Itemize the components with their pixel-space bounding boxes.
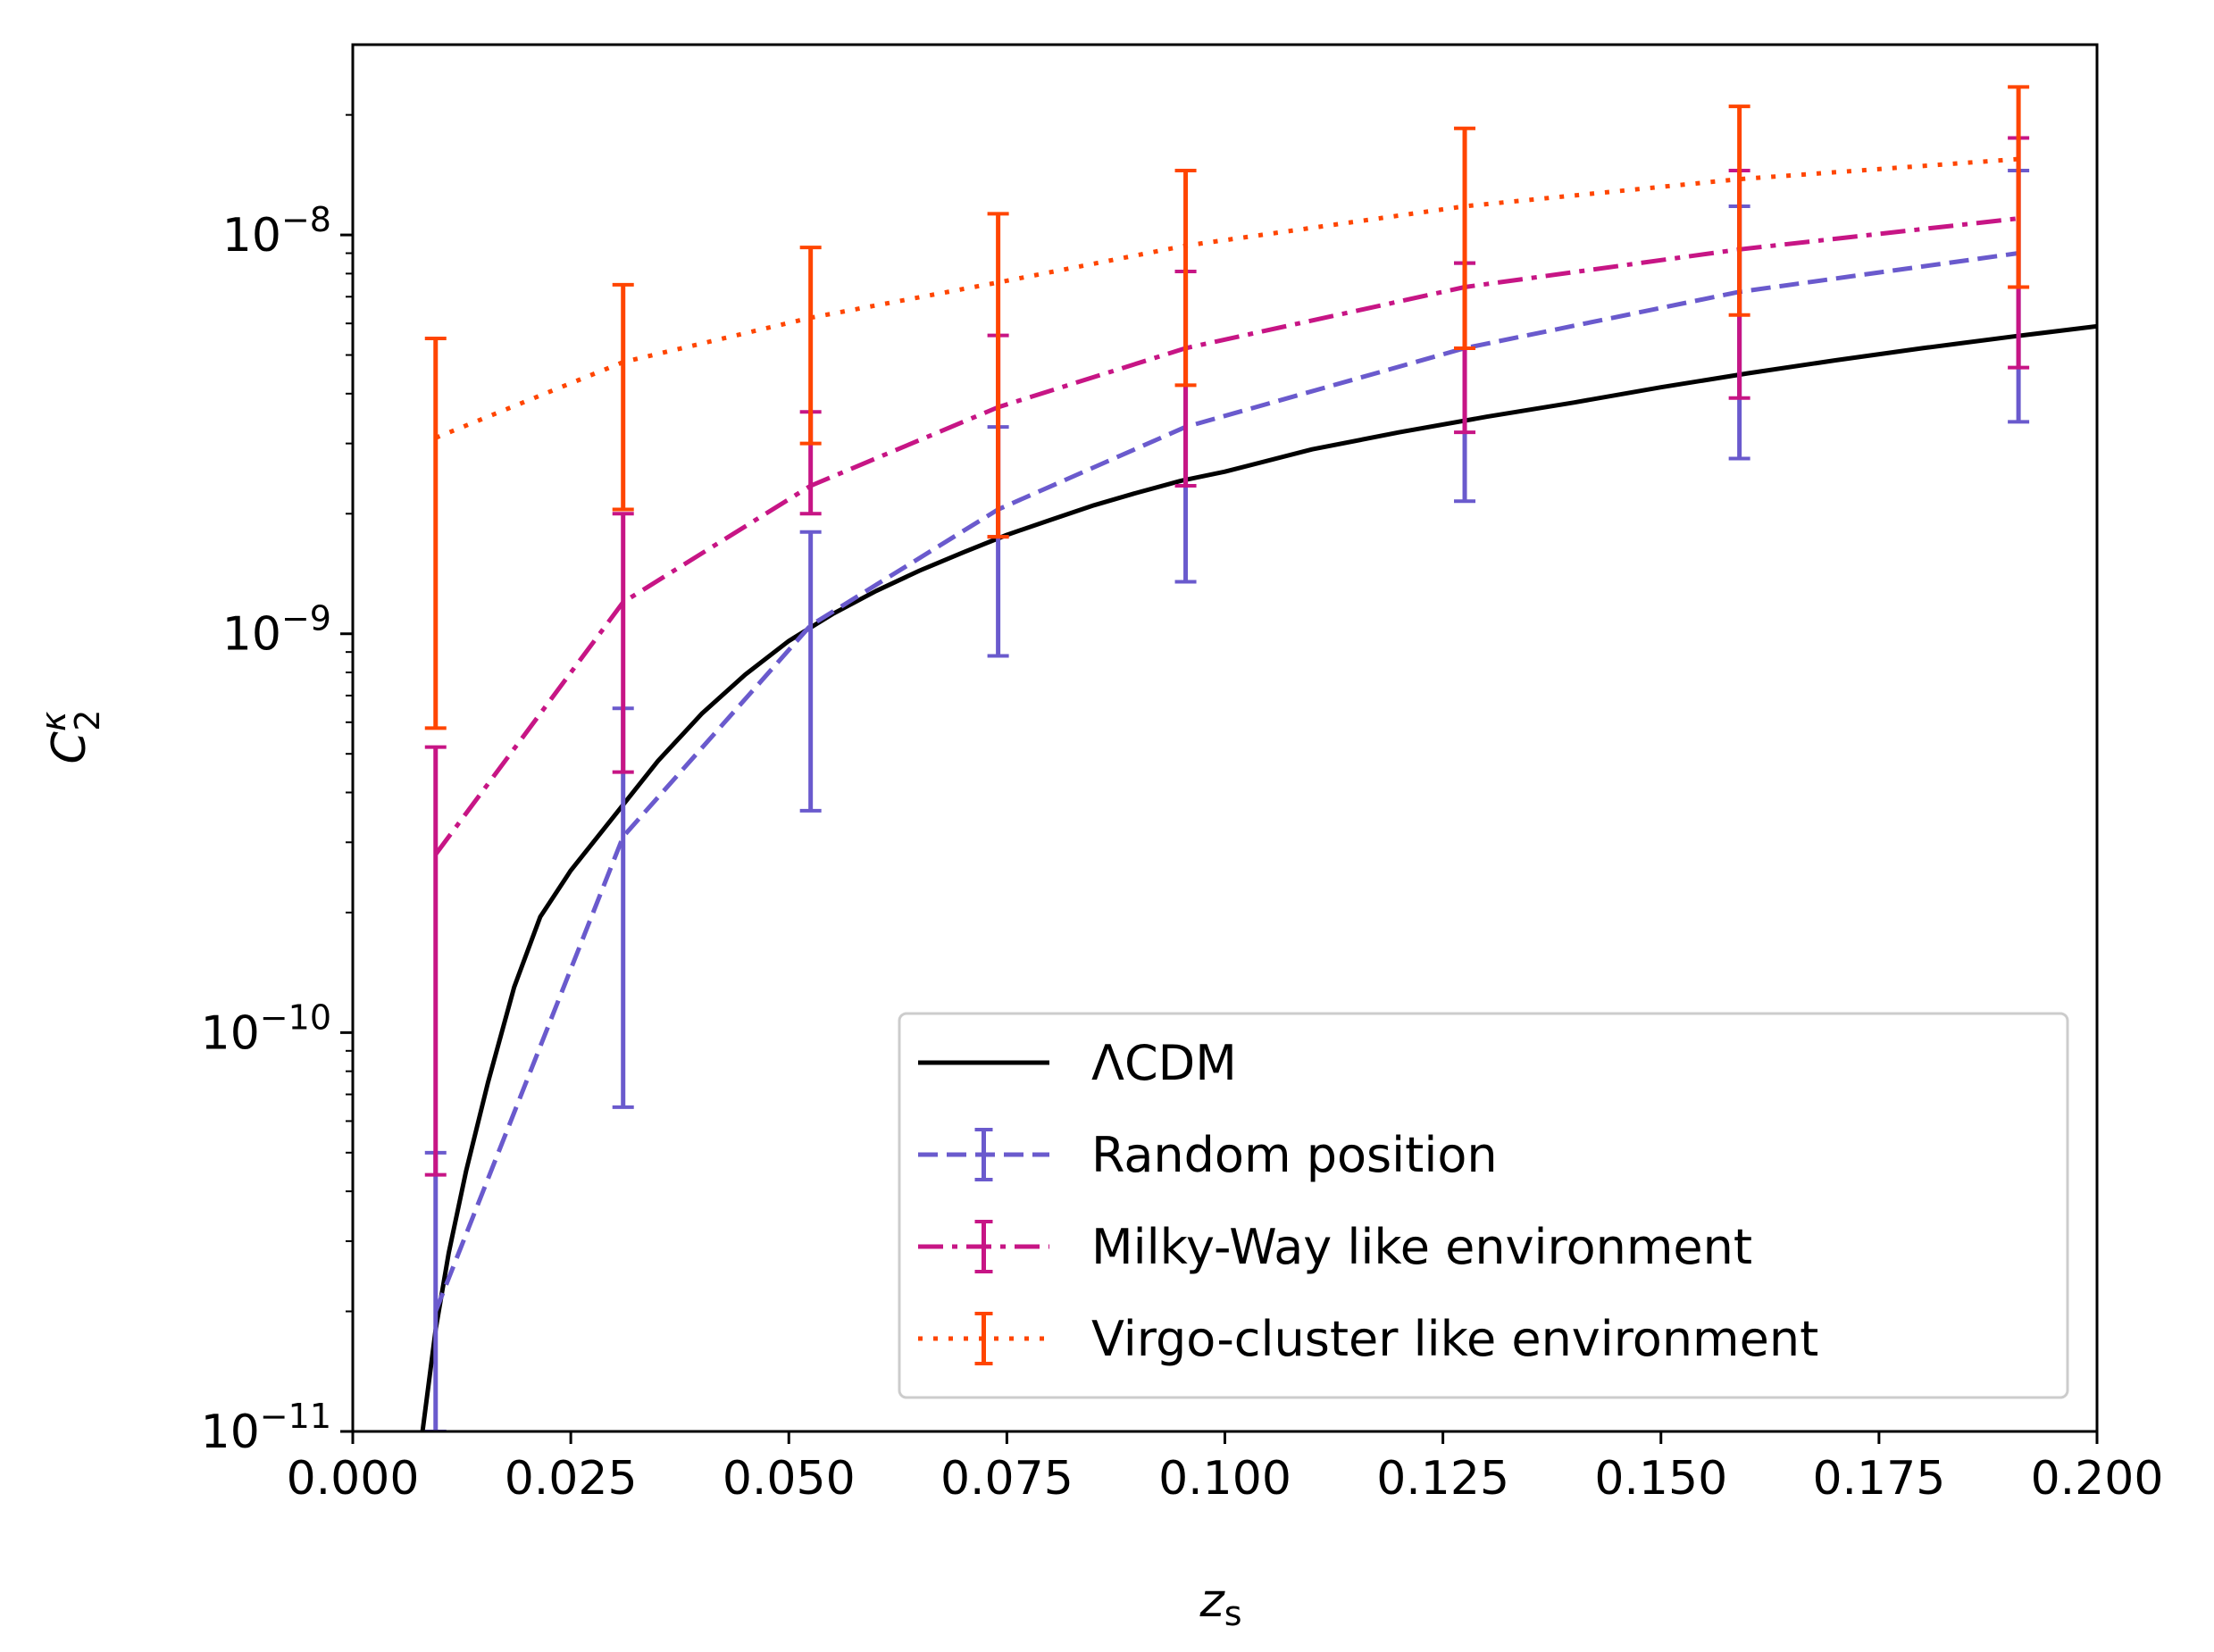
y-tick-label-base: 10 bbox=[222, 209, 281, 263]
x-tick-label: 0.150 bbox=[1594, 1452, 1727, 1506]
y-tick-label-exponent: −9 bbox=[281, 599, 331, 638]
plot-area bbox=[420, 85, 2097, 1431]
x-axis-title-main: z bbox=[1199, 1574, 1225, 1628]
legend: ΛCDM Random position Milky-Way like enviro… bbox=[898, 1012, 2069, 1399]
y-tick-label: 10−10 bbox=[201, 997, 331, 1060]
series-2 bbox=[424, 136, 2030, 1177]
y-axis-title: Cκ2 bbox=[34, 710, 107, 764]
series-line bbox=[420, 323, 2097, 1431]
legend-box bbox=[898, 1012, 2069, 1399]
x-axis-ticks: 0.000 0.025 0.050 0.075 0.100 0.125 0.150 0.175… bbox=[287, 1431, 2164, 1506]
y-axis-title-sub: 2 bbox=[68, 710, 107, 731]
y-tick-label: 10−11 bbox=[201, 1397, 331, 1459]
y-tick-label-base: 10 bbox=[201, 1006, 260, 1060]
y-tick-label-exponent: −11 bbox=[260, 1397, 331, 1436]
legend-label-2: Milky-Way like environment bbox=[1091, 1219, 1752, 1275]
x-tick-label: 0.025 bbox=[505, 1452, 638, 1506]
series-line bbox=[433, 251, 2019, 1313]
legend-label-3: Virgo-cluster like environment bbox=[1091, 1311, 1818, 1367]
x-tick-label: 0.175 bbox=[1812, 1452, 1945, 1506]
y-tick-label: 10−8 bbox=[222, 200, 331, 263]
x-axis-title-sub: s bbox=[1224, 1594, 1242, 1633]
x-tick-label: 0.050 bbox=[723, 1452, 856, 1506]
y-tick-label-exponent: −8 bbox=[281, 200, 331, 239]
y-axis-title-group: Cκ2 bbox=[34, 710, 107, 764]
x-tick-label: 0.200 bbox=[2031, 1452, 2164, 1506]
series-3 bbox=[424, 85, 2030, 730]
y-tick-label-exponent: −10 bbox=[260, 997, 331, 1037]
series-0 bbox=[420, 323, 2097, 1431]
y-axis-title-sup: κ bbox=[34, 711, 73, 731]
x-axis-title: zs bbox=[1199, 1574, 1241, 1633]
y-tick-label-base: 10 bbox=[201, 1406, 260, 1459]
x-tick-label: 0.075 bbox=[940, 1452, 1074, 1506]
legend-label-1: Random position bbox=[1091, 1127, 1498, 1183]
y-tick-label: 10−9 bbox=[222, 599, 331, 662]
y-axis-title-main: C bbox=[43, 730, 96, 763]
x-tick-label: 0.100 bbox=[1158, 1452, 1291, 1506]
legend-label-0: ΛCDM bbox=[1091, 1035, 1237, 1091]
axes-frame bbox=[351, 43, 2099, 1433]
y-tick-label-base: 10 bbox=[222, 608, 281, 662]
series-line bbox=[433, 216, 2019, 856]
clipped-series-group bbox=[420, 85, 2097, 1431]
x-tick-label: 0.125 bbox=[1376, 1452, 1509, 1506]
x-tick-label: 0.000 bbox=[287, 1452, 420, 1506]
